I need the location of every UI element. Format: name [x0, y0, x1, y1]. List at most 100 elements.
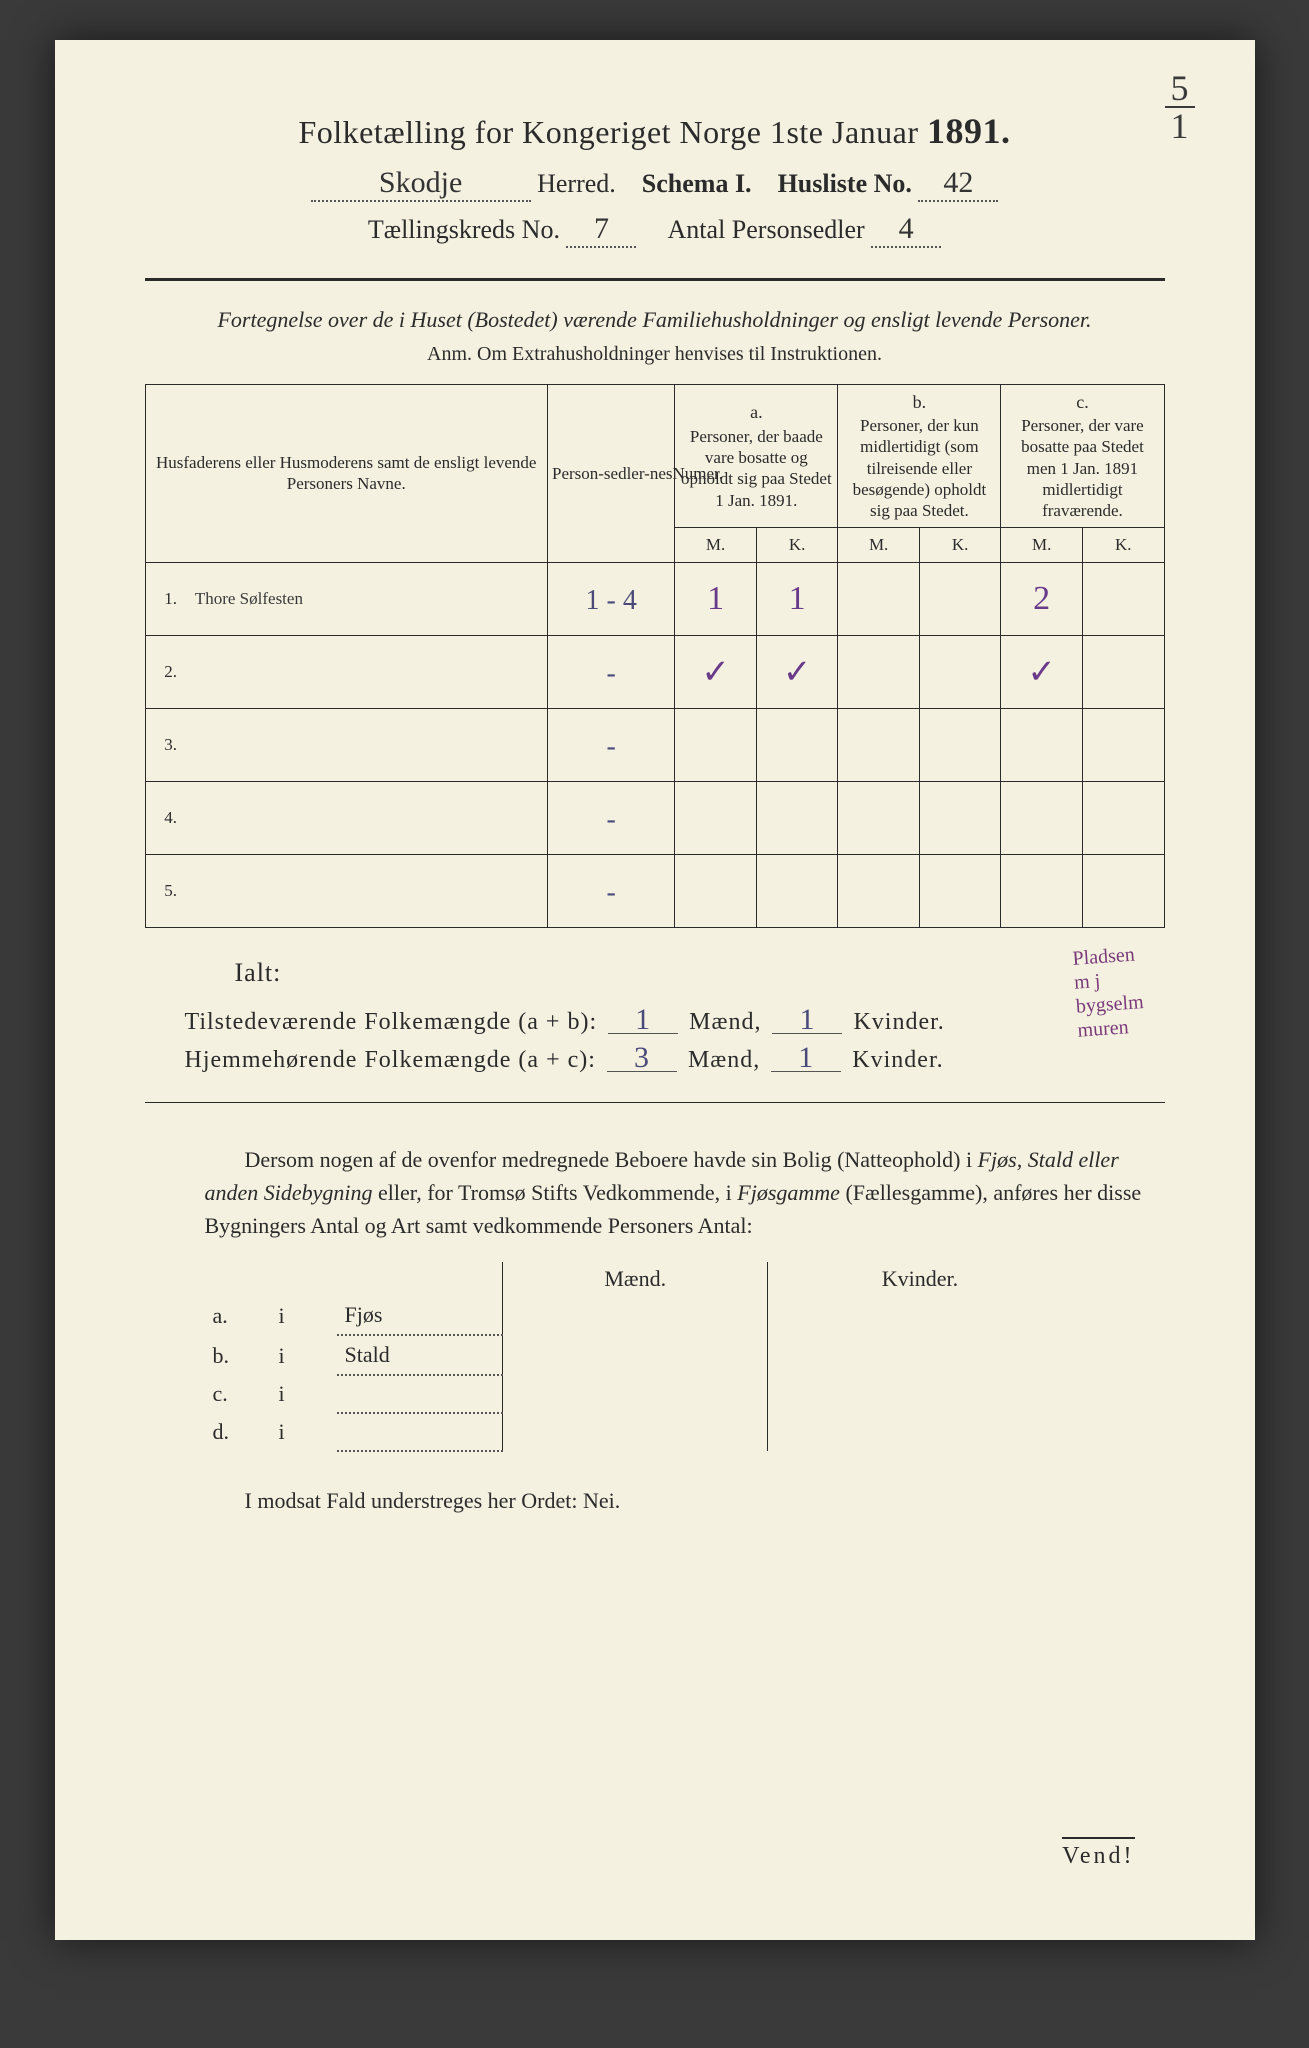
side-m — [502, 1335, 768, 1375]
sum2-m: 3 — [607, 1044, 677, 1072]
row-number: 4. — [145, 781, 191, 854]
table-row: 5. - — [145, 854, 1164, 927]
kreds-label: Tællingskreds No. — [368, 215, 560, 244]
a-k-val — [756, 781, 838, 854]
a-m-val: ✓ — [675, 635, 757, 708]
side-row: a.iFjøs — [205, 1296, 1072, 1335]
divider-2 — [145, 1102, 1165, 1103]
side-k — [768, 1375, 1072, 1413]
col-c-header: c. Personer, der vare bosatte paa Stedet… — [1001, 384, 1164, 528]
side-row: c.i — [205, 1375, 1072, 1413]
margin-annotation: Pladsen m j bygselm muren — [1071, 941, 1158, 1042]
title-text: Folketælling for Kongeriget Norge 1ste J… — [298, 114, 918, 150]
side-letter: b. — [205, 1335, 271, 1375]
b-k-val — [919, 635, 1001, 708]
side-label: Stald — [337, 1335, 503, 1375]
dersom-paragraph: Dersom nogen af de ovenfor medregnede Be… — [205, 1143, 1145, 1242]
c-m-val — [1001, 854, 1083, 927]
side-k — [768, 1296, 1072, 1335]
sum1-k: 1 — [772, 1006, 842, 1034]
table-row: 1.Thore Sølfesten1 - 4112 — [145, 562, 1164, 635]
side-maend: Mænd. — [502, 1262, 768, 1296]
c-k-val — [1082, 781, 1164, 854]
side-i: i — [271, 1296, 337, 1335]
sum1-label: Tilstedeværende Folkemængde (a + b): — [185, 1009, 598, 1035]
row-number: 1. — [145, 562, 191, 635]
side-label — [337, 1375, 503, 1413]
anm-text: Anm. Om Extrahusholdninger henvises til … — [145, 343, 1165, 366]
person-sedler-num: 1 - 4 — [547, 562, 674, 635]
side-letter: a. — [205, 1296, 271, 1335]
side-letter: c. — [205, 1375, 271, 1413]
c-m-val: ✓ — [1001, 635, 1083, 708]
sum-line-2: Hjemmehørende Folkemængde (a + c): 3 Mæn… — [185, 1044, 1165, 1074]
person-name — [191, 635, 548, 708]
a-m-val — [675, 708, 757, 781]
husliste-value: 42 — [943, 166, 973, 199]
census-form-page: 5 1 Folketælling for Kongeriget Norge 1s… — [55, 40, 1255, 1940]
title-year: 1891. — [927, 111, 1011, 151]
person-sedler-num: - — [547, 854, 674, 927]
a-k: K. — [756, 528, 838, 562]
herred-value: Skodje — [379, 166, 462, 199]
b-m-val — [838, 854, 920, 927]
c-k: K. — [1082, 528, 1164, 562]
fortegnelse-text: Fortegnelse over de i Huset (Bostedet) v… — [205, 305, 1105, 335]
side-kvinder: Kvinder. — [768, 1262, 1072, 1296]
c-m-val — [1001, 781, 1083, 854]
c-k-val — [1082, 708, 1164, 781]
c-k-val — [1082, 635, 1164, 708]
frac-top: 5 — [1165, 70, 1195, 108]
page-number-fraction: 5 1 — [1165, 70, 1195, 144]
sum2-k: 1 — [771, 1044, 841, 1072]
herred-label: Herred. — [537, 169, 616, 198]
side-k — [768, 1335, 1072, 1375]
person-sedler-num: - — [547, 708, 674, 781]
b-m-val — [838, 635, 920, 708]
table-row: 3. - — [145, 708, 1164, 781]
table-row: 2.-✓✓✓ — [145, 635, 1164, 708]
vend-label: Vend! — [1062, 1837, 1134, 1870]
c-k-val — [1082, 854, 1164, 927]
side-i: i — [271, 1413, 337, 1451]
col-b-header: b. Personer, der kun midlertidigt (som t… — [838, 384, 1001, 528]
divider — [145, 278, 1165, 281]
side-row: b.iStald — [205, 1335, 1072, 1375]
person-sedler-num: - — [547, 781, 674, 854]
antal-value: 4 — [899, 212, 914, 245]
b-k-val — [919, 708, 1001, 781]
c-m-val — [1001, 708, 1083, 781]
side-label — [337, 1413, 503, 1451]
row-number: 3. — [145, 708, 191, 781]
b-m-val — [838, 781, 920, 854]
sum2-maend: Mænd, — [688, 1047, 760, 1073]
a-m-val — [675, 781, 757, 854]
side-i: i — [271, 1375, 337, 1413]
b-k-val — [919, 562, 1001, 635]
col-num-header: Person- sedler- nes Numer. — [547, 384, 674, 562]
row-number: 2. — [145, 635, 191, 708]
person-name — [191, 708, 548, 781]
header-line-2: Tællingskreds No. 7 Antal Personsedler 4 — [145, 212, 1165, 248]
b-m: M. — [838, 528, 920, 562]
c-m: M. — [1001, 528, 1083, 562]
col-name-header: Husfaderens eller Husmoderens samt de en… — [145, 384, 547, 562]
person-name — [191, 781, 548, 854]
c-m-val: 2 — [1001, 562, 1083, 635]
husliste-label: Husliste No. — [778, 169, 912, 198]
side-m — [502, 1413, 768, 1451]
a-k-val — [756, 708, 838, 781]
kreds-value: 7 — [594, 212, 609, 245]
side-k — [768, 1413, 1072, 1451]
sum-line-1: Tilstedeværende Folkemængde (a + b): 1 M… — [185, 1006, 1165, 1036]
a-k-val: 1 — [756, 562, 838, 635]
a-k-val: ✓ — [756, 635, 838, 708]
nei-line: I modsat Fald understreges her Ordet: Ne… — [245, 1488, 1165, 1514]
sum1-kvinder: Kvinder. — [853, 1009, 944, 1035]
b-m-val — [838, 708, 920, 781]
c-k-val — [1082, 562, 1164, 635]
frac-bottom: 1 — [1165, 108, 1195, 144]
row-number: 5. — [145, 854, 191, 927]
sidebuilding-table: Mænd. Kvinder. a.iFjøsb.iStaldc.id.i — [205, 1262, 1072, 1452]
side-m — [502, 1296, 768, 1335]
